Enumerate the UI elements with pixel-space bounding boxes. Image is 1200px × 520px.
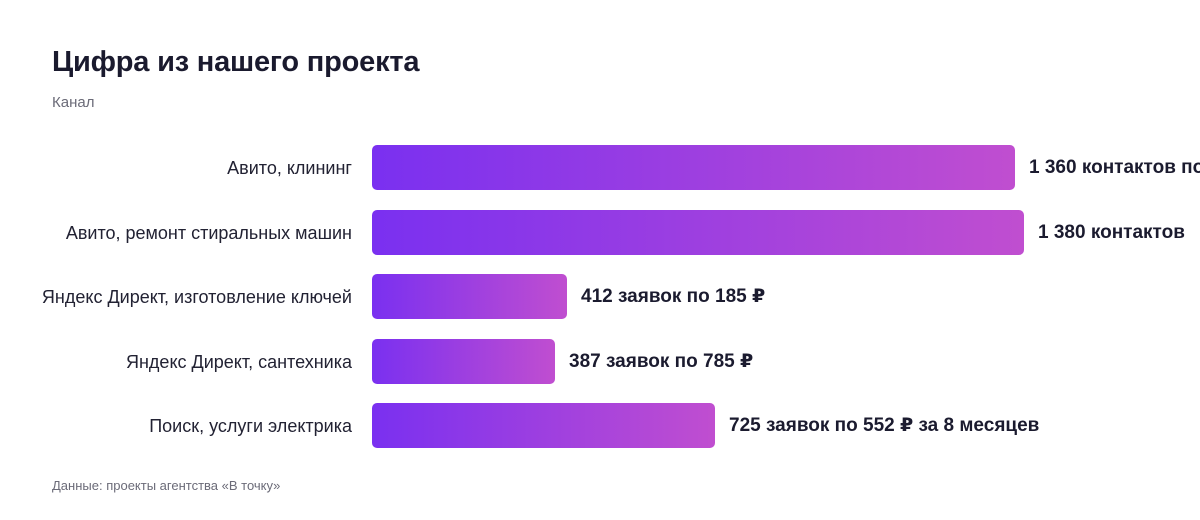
value-label: 412 заявок по 185 ₽ (581, 286, 766, 307)
value-label: 387 заявок по 785 ₽ (569, 351, 754, 372)
category-label: Авито, ремонт стиральных машин (65, 222, 352, 243)
category-label: Поиск, услуги электрика (149, 415, 352, 436)
bar (372, 403, 715, 448)
category-label: Яндекс Директ, сантехника (125, 351, 352, 372)
bar (372, 274, 567, 319)
chart-subtitle: Канал (52, 94, 95, 111)
chart-title: Цифра из нашего проекта (52, 46, 420, 78)
source-note: Данные: проекты агентства «В точку» (52, 478, 281, 493)
value-label: 1 360 контактов по (1029, 157, 1200, 178)
category-label: Яндекс Директ, изготовление ключей (41, 286, 352, 307)
bar (372, 145, 1015, 190)
category-label: Авито, клининг (227, 157, 352, 178)
value-label: 725 заявок по 552 ₽ за 8 месяцев (729, 415, 1040, 436)
bar (372, 210, 1024, 255)
bar (372, 339, 555, 384)
value-label: 1 380 контактов (1038, 222, 1185, 243)
